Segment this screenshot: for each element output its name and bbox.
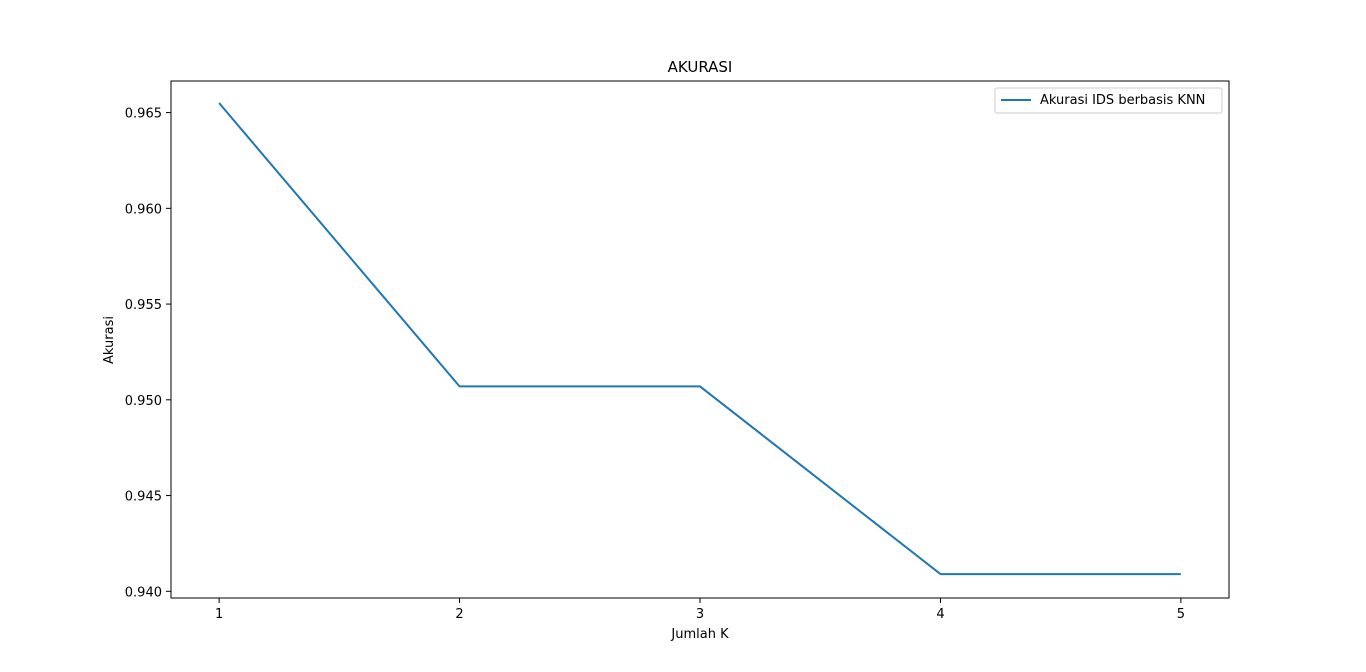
x-tick-label: 2 xyxy=(455,607,463,622)
x-tick-label: 5 xyxy=(1177,607,1185,622)
y-tick-label: 0.965 xyxy=(125,107,162,122)
y-tick-label: 0.940 xyxy=(125,585,162,600)
series-layer xyxy=(218,102,1181,576)
x-tick-label: 1 xyxy=(215,607,223,622)
y-axis-ticks: 0.940 0.945 0.950 0.955 0.960 0.965 xyxy=(125,107,171,600)
y-tick-label: 0.950 xyxy=(125,394,162,409)
series-line xyxy=(218,102,1181,576)
legend: Akurasi IDS berbasis KNN xyxy=(994,87,1223,114)
y-axis-title: Akurasi xyxy=(102,316,117,364)
legend-box xyxy=(994,87,1223,114)
x-tick-label: 4 xyxy=(936,607,944,622)
y-tick-label: 0.955 xyxy=(125,298,162,313)
y-tick-label: 0.945 xyxy=(125,490,162,505)
legend-label: Akurasi IDS berbasis KNN xyxy=(1040,93,1205,108)
x-axis-ticks: 1 2 3 4 5 xyxy=(215,598,1185,622)
chart-title: AKURASI xyxy=(668,58,733,76)
x-axis-title: Jumlah K xyxy=(670,627,729,642)
x-tick-label: 3 xyxy=(696,607,704,622)
y-tick-label: 0.960 xyxy=(125,202,162,217)
plot-area xyxy=(171,81,1229,598)
